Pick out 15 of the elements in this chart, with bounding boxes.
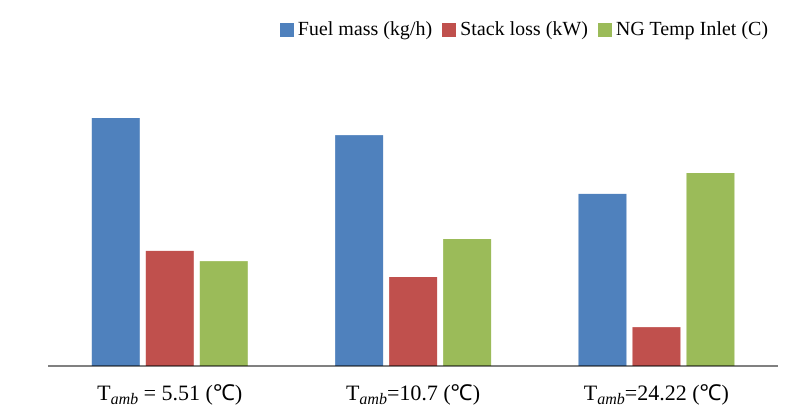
bar bbox=[200, 261, 248, 366]
x-tick-label: T$_{amb}$=10.7 (℃) bbox=[346, 380, 480, 408]
bar bbox=[389, 276, 438, 366]
bar bbox=[632, 327, 680, 366]
bar bbox=[443, 239, 492, 366]
bar bbox=[686, 173, 734, 366]
bar bbox=[578, 194, 626, 366]
bar bbox=[92, 118, 140, 366]
legend-label: Fuel mass (kg/h) bbox=[298, 18, 432, 40]
x-tick-label: T$_{amb}$=24.22 (℃) bbox=[584, 380, 729, 408]
bar bbox=[146, 250, 194, 366]
bar bbox=[335, 135, 384, 366]
legend-label: Stack loss (kW) bbox=[460, 18, 588, 40]
legend-label: NG Temp Inlet (C) bbox=[616, 18, 768, 40]
x-tick-label: T$_{amb}$ = 5.51 (℃) bbox=[97, 380, 242, 408]
